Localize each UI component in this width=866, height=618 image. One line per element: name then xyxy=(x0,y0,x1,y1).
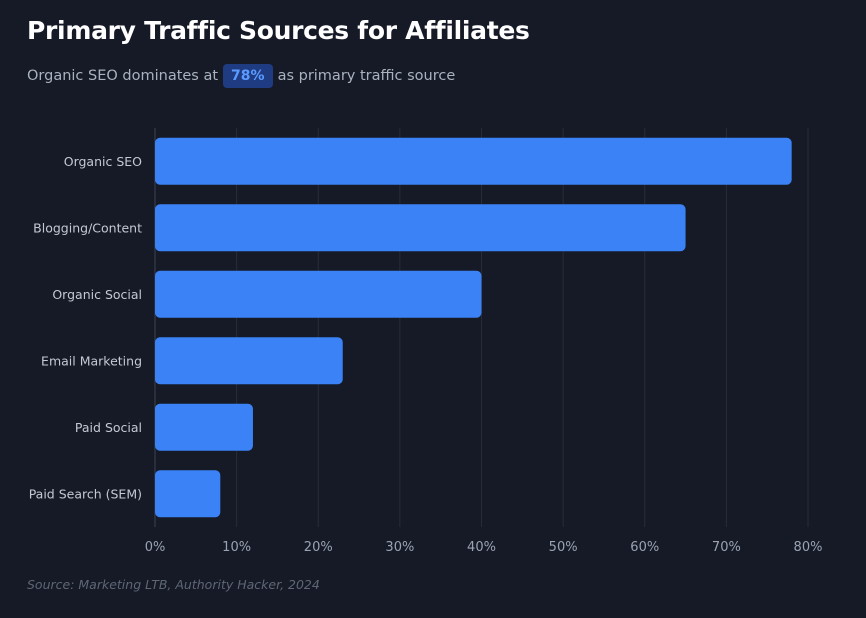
bar xyxy=(155,337,343,385)
chart-subtitle: Organic SEO dominates at 78% as primary … xyxy=(27,62,455,90)
x-tick-label: 70% xyxy=(712,540,741,555)
bar xyxy=(155,470,221,518)
x-tick-label: 20% xyxy=(304,540,333,555)
source-note: Source: Marketing LTB, Authority Hacker,… xyxy=(27,577,320,592)
category-label: Paid Search (SEM) xyxy=(29,486,142,501)
x-tick-label: 80% xyxy=(794,540,823,555)
x-tick-label: 40% xyxy=(467,540,496,555)
x-tick-label: 60% xyxy=(630,540,659,555)
subtitle-text-before: Organic SEO dominates at xyxy=(27,68,219,84)
bar-chart: Organic SEO Blogging/Content Organic Socia… xyxy=(29,128,823,555)
x-tick-label: 50% xyxy=(549,540,578,555)
x-tick-label: 10% xyxy=(222,540,251,555)
bar xyxy=(155,270,482,318)
category-label: Blogging/Content xyxy=(33,220,142,235)
category-labels: Organic SEO Blogging/Content Organic Socia… xyxy=(29,154,142,502)
x-tick-label: 0% xyxy=(145,540,166,555)
bar xyxy=(155,137,792,185)
category-label: Organic Social xyxy=(52,287,142,302)
x-tick-labels: 0% 10% 20% 30% 40% 50% 60% 70% 80% xyxy=(145,540,823,555)
chart-title: Primary Traffic Sources for Affiliates xyxy=(27,16,530,45)
bar xyxy=(155,403,253,451)
highlight-badge: 78% xyxy=(223,64,273,88)
category-label: Email Marketing xyxy=(41,353,142,368)
grid-lines xyxy=(154,128,809,527)
x-tick-label: 30% xyxy=(385,540,414,555)
bar xyxy=(155,204,686,252)
bars xyxy=(155,137,792,518)
category-label: Organic SEO xyxy=(64,154,142,169)
category-label: Paid Social xyxy=(75,420,142,435)
subtitle-text-after: as primary traffic source xyxy=(277,68,456,84)
